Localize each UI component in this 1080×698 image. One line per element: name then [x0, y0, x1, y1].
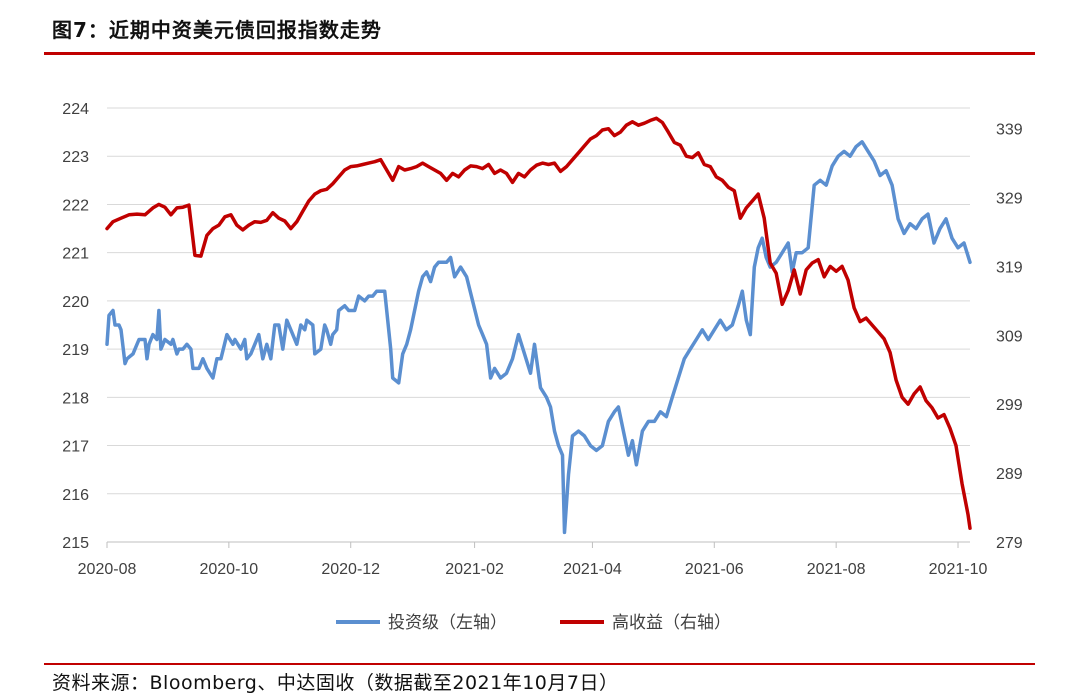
- title-divider: [44, 52, 1035, 55]
- y-right-tick-label: 299: [996, 397, 1023, 414]
- x-tick-label: 2020-08: [78, 561, 137, 578]
- x-tick-label: 2021-04: [563, 561, 622, 578]
- y-left-tick-label: 218: [62, 390, 89, 407]
- axes: 215 216 217 218 219 220 221 222 223 224 279 289 299 3…: [62, 101, 1023, 578]
- y-right-tick-label: 309: [996, 328, 1023, 345]
- y-left-tick-label: 222: [62, 197, 89, 214]
- y-left-tick-label: 221: [62, 246, 89, 263]
- legend: 投资级（左轴） 高收益（右轴）: [336, 613, 731, 633]
- series-line-high-yield: [105, 116, 972, 530]
- y-right-tick-label: 329: [996, 191, 1023, 208]
- y-left-tick-label: 217: [62, 439, 89, 456]
- source-note: 资料来源：Bloomberg、中达固收（数据截至2021年10月7日）: [52, 672, 619, 694]
- line-chart: 215 216 217 218 219 220 221 222 223 224 279 289 299 3…: [62, 101, 1023, 633]
- gridlines: [107, 107, 970, 495]
- y-left-tick-label: 219: [62, 342, 89, 359]
- y-right-tick-label: 319: [996, 259, 1023, 276]
- y-left-tick-label: 220: [62, 294, 89, 311]
- series-lines: [105, 116, 972, 535]
- y-right-tick-label: 339: [996, 122, 1023, 139]
- x-tick-label: 2021-02: [445, 561, 504, 578]
- y-right-tick-label: 279: [996, 535, 1023, 552]
- x-tick-label: 2021-10: [929, 561, 988, 578]
- series-line-investment-grade: [105, 140, 972, 535]
- x-tick-label: 2021-06: [685, 561, 744, 578]
- y-left-tick-label: 215: [62, 535, 89, 552]
- source-divider: [44, 663, 1035, 665]
- legend-label-high-yield: 高收益（右轴）: [612, 613, 731, 633]
- y-right-tick-label: 289: [996, 466, 1023, 483]
- legend-label-investment-grade: 投资级（左轴）: [388, 613, 507, 633]
- y-left-tick-label: 224: [62, 101, 89, 118]
- x-tick-label: 2020-12: [321, 561, 380, 578]
- y-left-tick-label: 223: [62, 149, 89, 166]
- x-tick-label: 2020-10: [199, 561, 258, 578]
- y-left-tick-label: 216: [62, 487, 89, 504]
- x-tick-label: 2021-08: [807, 561, 866, 578]
- figure-title: 图7：近期中资美元债回报指数走势: [52, 18, 382, 42]
